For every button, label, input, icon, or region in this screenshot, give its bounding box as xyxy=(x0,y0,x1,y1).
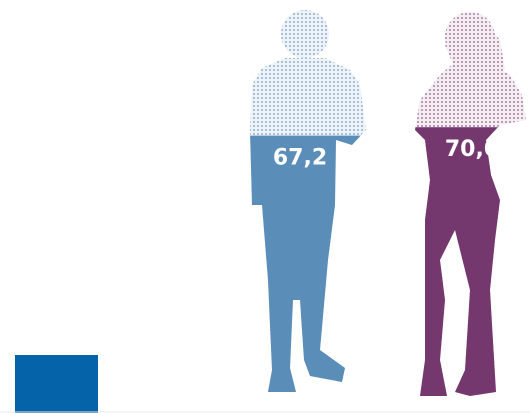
value-label: 67,2 xyxy=(273,146,327,171)
figure-fill xyxy=(250,135,366,392)
legend-box xyxy=(15,355,98,413)
value-label: 70,0 xyxy=(445,137,499,162)
figure-fill xyxy=(415,127,526,396)
